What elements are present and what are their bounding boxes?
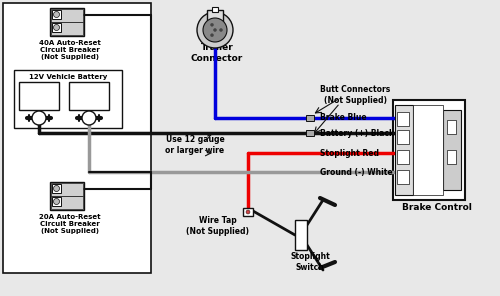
Circle shape: [54, 12, 60, 17]
Text: Brake Blue: Brake Blue: [320, 113, 366, 123]
Text: Ground (-) White: Ground (-) White: [320, 168, 392, 176]
Bar: [52, 10, 61, 19]
Text: Stoplight
Switch: Stoplight Switch: [290, 252, 330, 272]
Text: Stoplight Red: Stoplight Red: [320, 149, 379, 157]
Text: AUX: AUX: [62, 198, 78, 204]
Bar: [14, 70, 122, 128]
Bar: [51, 183, 83, 196]
Bar: [306, 130, 314, 136]
Circle shape: [54, 186, 60, 192]
Text: AUX: AUX: [62, 24, 78, 30]
Bar: [447, 120, 456, 134]
Circle shape: [32, 111, 46, 125]
Circle shape: [210, 23, 214, 26]
Text: Trailer
Connector: Trailer Connector: [191, 43, 243, 63]
Bar: [51, 9, 83, 22]
Circle shape: [82, 111, 96, 125]
Circle shape: [197, 12, 233, 48]
Bar: [207, 10, 223, 22]
Bar: [52, 184, 61, 193]
Bar: [413, 105, 443, 195]
Text: +: +: [34, 113, 43, 123]
Bar: [50, 8, 84, 36]
Bar: [69, 82, 109, 110]
Text: BATT: BATT: [60, 186, 80, 192]
Bar: [306, 115, 314, 121]
Bar: [295, 220, 307, 250]
Text: 20A Auto-Reset: 20A Auto-Reset: [39, 214, 101, 220]
Text: (Not Supplied): (Not Supplied): [41, 228, 99, 234]
Bar: [52, 197, 61, 206]
Text: Use 12 gauge
or larger wire: Use 12 gauge or larger wire: [166, 135, 224, 155]
Circle shape: [54, 25, 60, 30]
Text: 12V Vehicle Battery: 12V Vehicle Battery: [29, 74, 107, 80]
Circle shape: [220, 28, 222, 31]
Text: −: −: [84, 113, 94, 123]
Bar: [393, 100, 465, 200]
Text: BATT: BATT: [60, 12, 80, 18]
Bar: [395, 105, 413, 195]
Text: (Not Supplied): (Not Supplied): [41, 54, 99, 60]
Circle shape: [214, 28, 216, 31]
Bar: [447, 150, 456, 164]
Text: 40A Auto-Reset: 40A Auto-Reset: [39, 40, 101, 46]
Text: Butt Connectors
(Not Supplied): Butt Connectors (Not Supplied): [320, 85, 390, 105]
Bar: [397, 112, 409, 126]
Text: Circuit Breaker: Circuit Breaker: [40, 47, 100, 53]
Text: Wire Tap
(Not Supplied): Wire Tap (Not Supplied): [186, 216, 250, 236]
Bar: [397, 150, 409, 164]
Text: Brake Control: Brake Control: [402, 204, 472, 213]
Bar: [50, 182, 84, 210]
Bar: [243, 208, 253, 216]
Circle shape: [210, 34, 214, 37]
Text: Battery (+) Black: Battery (+) Black: [320, 128, 394, 138]
Bar: [19, 82, 59, 110]
Circle shape: [54, 199, 60, 205]
Bar: [397, 170, 409, 184]
Bar: [397, 130, 409, 144]
Bar: [3, 3, 151, 273]
Circle shape: [246, 210, 250, 214]
Bar: [52, 23, 61, 32]
Text: Circuit Breaker: Circuit Breaker: [40, 221, 100, 227]
Bar: [51, 22, 83, 35]
Bar: [51, 196, 83, 209]
Bar: [212, 7, 218, 12]
Bar: [443, 110, 461, 190]
Circle shape: [203, 18, 227, 42]
